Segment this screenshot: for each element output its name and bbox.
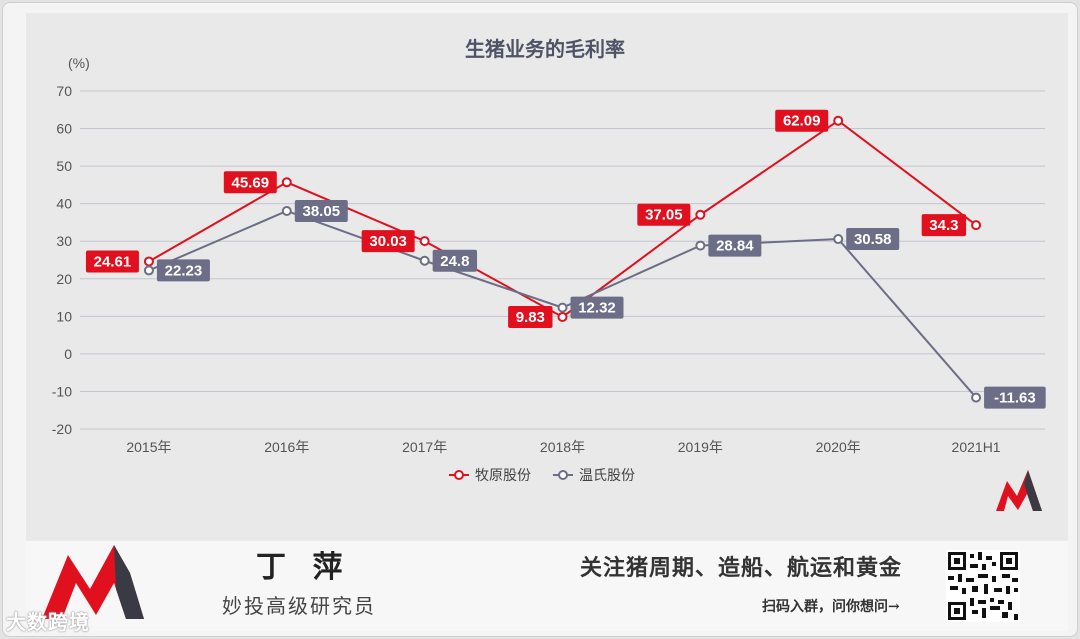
legend-swatch-marker <box>558 470 568 480</box>
data-label: 38.05 <box>303 203 341 220</box>
data-point <box>281 205 292 216</box>
y-tick-label: 40 <box>56 196 72 212</box>
data-point <box>695 209 706 220</box>
y-tick-label: 0 <box>64 346 72 362</box>
x-tick-labels: 2015年 2016年 2017年 2018年 2019年 2020年 2021H1 <box>126 439 1000 455</box>
data-label-box <box>921 214 967 237</box>
y-tick-label: 70 <box>56 83 72 99</box>
y-tick-label: 60 <box>56 121 72 137</box>
legend: 牧原股份 温氏股份 <box>449 467 635 483</box>
series-line-1 <box>148 119 977 319</box>
data-point <box>419 236 430 247</box>
data-label-box <box>85 250 139 273</box>
data-point <box>143 256 154 267</box>
x-tick-label: 2016年 <box>264 439 309 455</box>
data-label-box <box>708 234 762 257</box>
x-tick-label: 2018年 <box>540 439 585 455</box>
data-label: -11.63 <box>994 390 1036 407</box>
data-label: 30.58 <box>854 231 892 248</box>
data-label: 24.61 <box>94 253 132 270</box>
y-tick-label: -10 <box>52 383 72 399</box>
author-name: 丁 萍 <box>256 550 351 585</box>
x-tick-label: 2021H1 <box>952 439 1001 455</box>
data-label-box <box>984 386 1046 409</box>
data-label: 28.84 <box>716 238 754 255</box>
data-point <box>557 302 568 313</box>
data-label-box <box>570 296 624 319</box>
series-lines <box>148 119 977 399</box>
data-label: 12.32 <box>578 300 616 317</box>
brand-logo-icon <box>42 545 144 619</box>
y-axis-unit-label: (%) <box>68 55 90 71</box>
y-tick-label: 10 <box>56 308 72 324</box>
y-tick-label: 30 <box>56 233 72 249</box>
data-label-box <box>156 259 210 282</box>
data-label: 62.09 <box>783 113 821 130</box>
x-tick-label: 2019年 <box>678 439 723 455</box>
data-label-box <box>846 228 900 251</box>
data-point <box>695 240 706 251</box>
x-tick-label: 2017年 <box>402 439 447 455</box>
data-point <box>971 392 982 403</box>
data-point <box>833 115 844 126</box>
x-tick-label: 2015年 <box>126 439 171 455</box>
data-point <box>143 265 154 276</box>
data-label: 24.8 <box>440 253 469 270</box>
y-tick-labels: 70 60 50 40 30 20 10 0 -10 -20 <box>52 83 72 437</box>
data-label-box <box>294 199 348 222</box>
watermark-text: 大数跨境 <box>6 610 90 634</box>
qr-call-to-action: 扫码入群，问你想问→ <box>762 599 900 615</box>
slogan-text: 关注猪周期、造船、航运和黄金 <box>580 555 903 581</box>
data-label: 45.69 <box>232 174 270 191</box>
grid-lines <box>80 90 1045 430</box>
series-points <box>143 115 982 403</box>
y-tick-label: -20 <box>52 421 72 437</box>
data-label-box <box>775 109 829 132</box>
legend-swatch-marker <box>454 470 464 480</box>
data-label: 37.05 <box>645 207 683 224</box>
data-point <box>557 311 568 322</box>
data-label-box <box>361 230 415 253</box>
data-labels: 24.61 45.69 30.03 9.83 37.05 62.09 34.3 22.23 38… <box>85 109 1046 409</box>
data-label: 34.3 <box>929 217 958 234</box>
data-label-box <box>508 305 553 328</box>
y-tick-label: 50 <box>56 158 72 174</box>
data-point <box>419 255 430 266</box>
legend-label: 牧原股份 <box>475 467 531 483</box>
author-title: 妙投高级研究员 <box>222 594 376 618</box>
legend-label: 温氏股份 <box>579 467 635 483</box>
data-label: 9.83 <box>516 309 545 326</box>
chart-title: 生猪业务的毛利率 <box>465 37 625 61</box>
data-point <box>971 220 982 231</box>
data-point <box>281 177 292 188</box>
data-label-box <box>223 171 277 194</box>
footer-banner <box>26 541 1068 631</box>
chart-corner-logo-icon <box>996 470 1042 511</box>
x-tick-label: 2020年 <box>816 439 861 455</box>
data-label: 30.03 <box>369 233 407 250</box>
data-point <box>833 234 844 245</box>
qr-code-icon[interactable] <box>946 550 1020 622</box>
data-label: 22.23 <box>165 262 203 279</box>
data-label-box <box>432 249 478 272</box>
y-tick-label: 20 <box>56 271 72 287</box>
data-label-box <box>637 203 691 226</box>
